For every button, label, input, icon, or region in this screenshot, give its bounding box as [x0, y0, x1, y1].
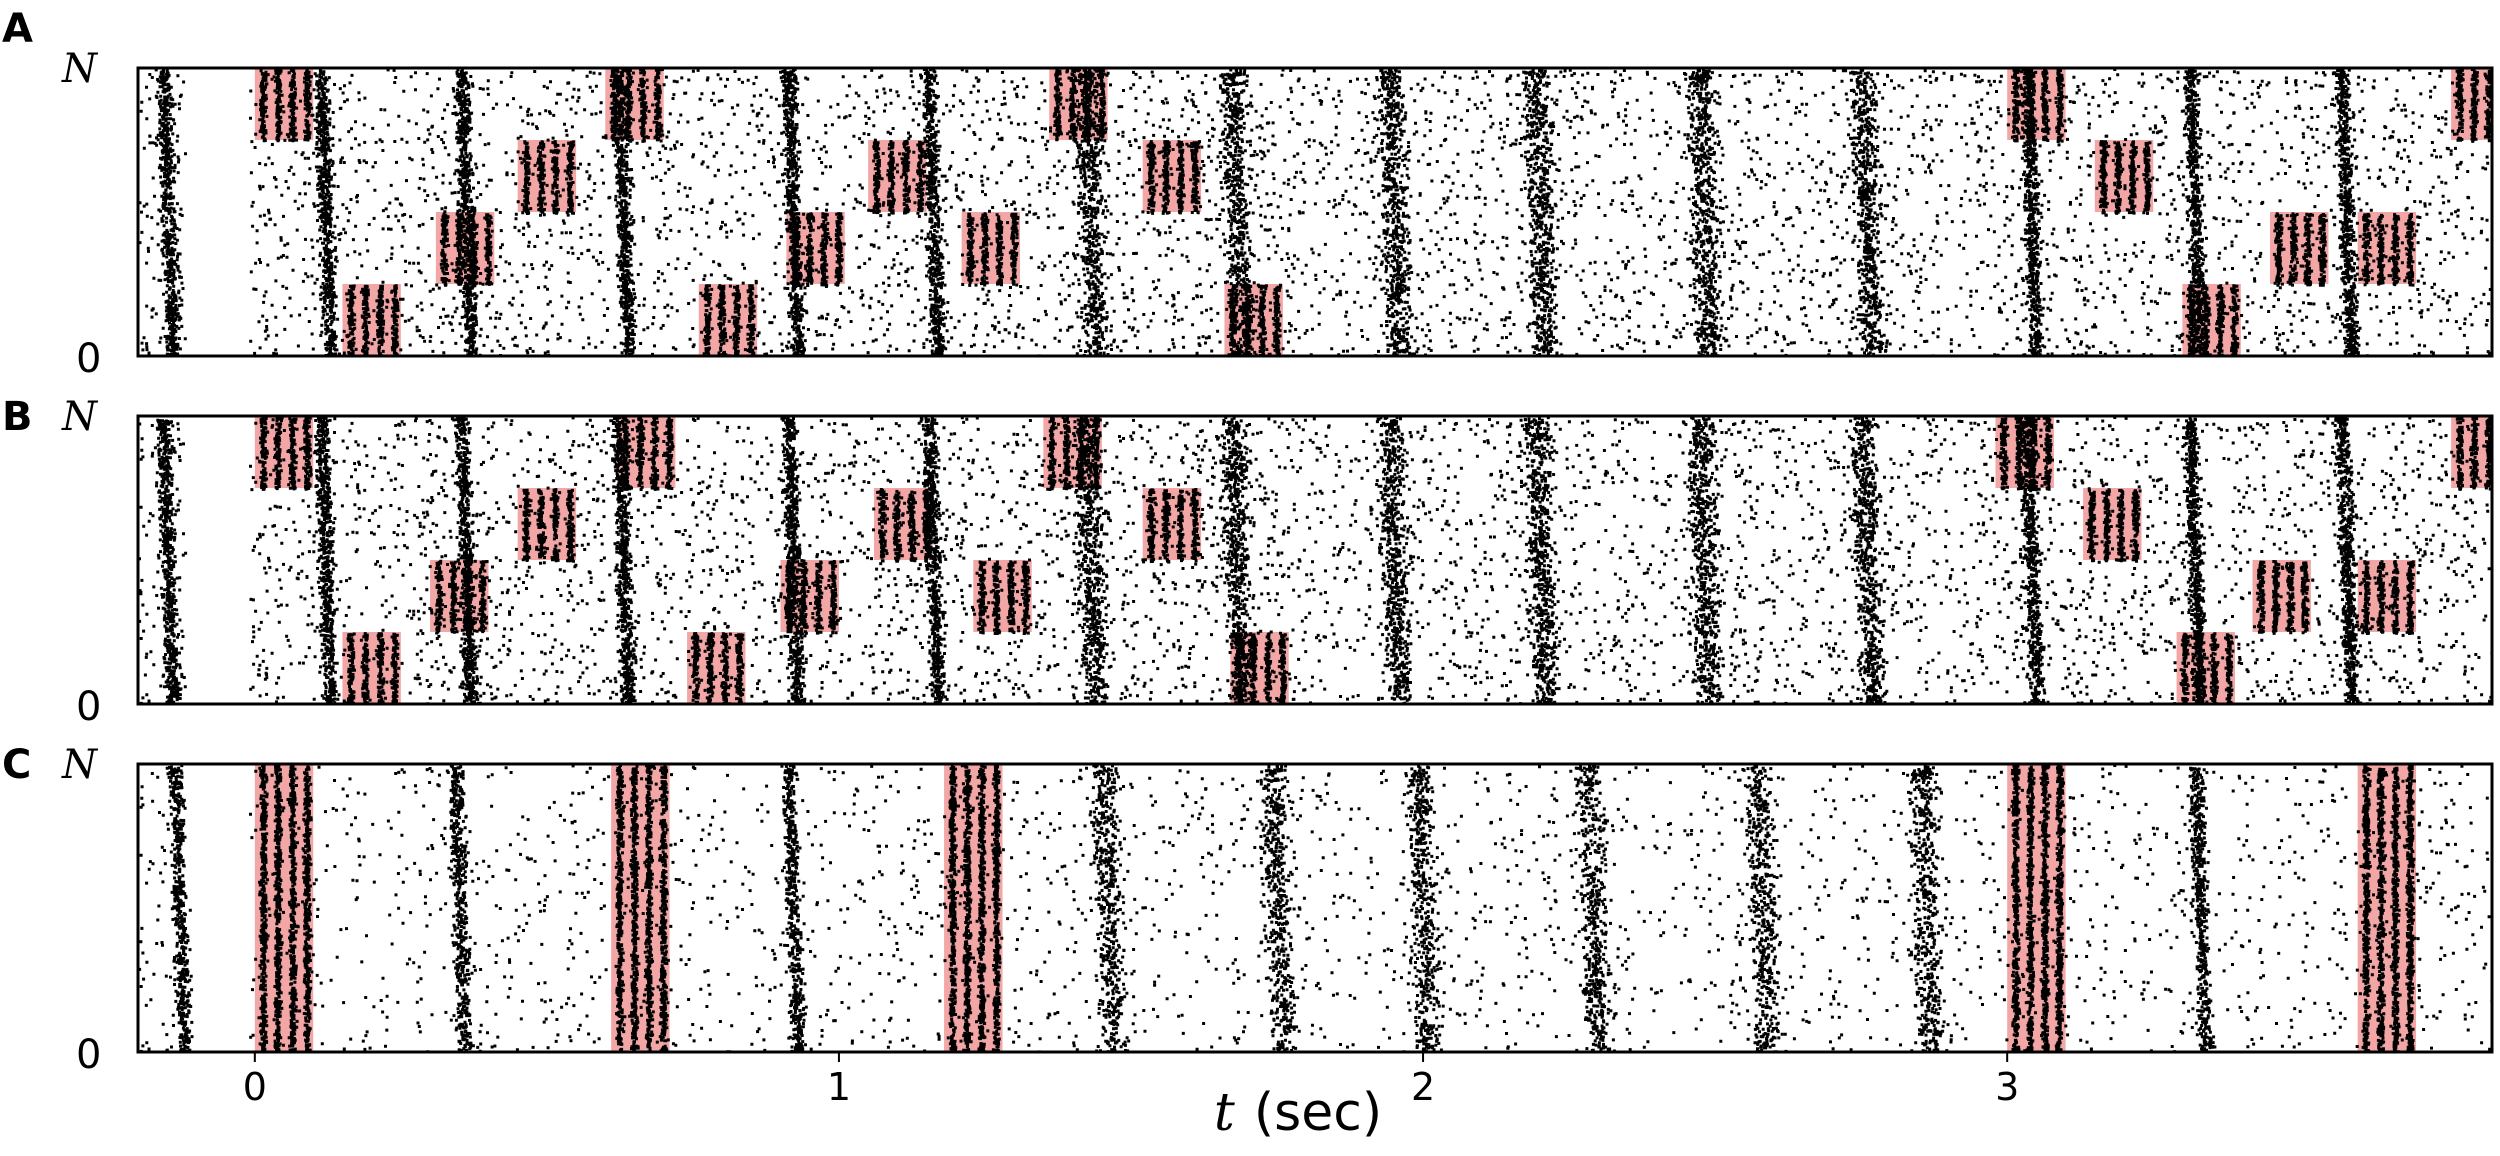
panel-c-spike-raster: [138, 764, 2494, 1055]
panel-a-ytick-top: N: [61, 46, 99, 92]
panel-c-ytick-bottom: 0: [76, 1032, 101, 1078]
panel-a-plot-area: [139, 68, 2500, 359]
panel-b: B N 0: [2, 394, 2500, 730]
panel-b-spike-raster: [138, 416, 2500, 707]
x-axis-label-unit: (sec): [1254, 1083, 1382, 1143]
panel-b-letter: B: [2, 394, 33, 440]
x-tick-label: 1: [827, 1065, 851, 1109]
x-axis-label-variable: t: [1214, 1083, 1235, 1143]
x-tick-label: 0: [243, 1065, 267, 1109]
panel-c: C N 0: [2, 742, 2494, 1078]
panel-c-ytick-top: N: [61, 742, 99, 788]
panel-a-ytick-bottom: 0: [76, 336, 101, 382]
x-tick-label: 3: [1995, 1065, 2019, 1109]
panel-b-ytick-bottom: 0: [76, 684, 101, 730]
panel-b-plot-area: [138, 416, 2500, 707]
panel-a-letter: A: [2, 6, 33, 52]
panel-a: A N 0: [2, 6, 2500, 382]
panel-c-plot-area: [138, 764, 2494, 1055]
x-tick-label: 2: [1411, 1065, 1435, 1109]
panel-b-ytick-top: N: [61, 394, 99, 440]
x-axis: 0 1 2 3: [243, 1052, 2020, 1109]
x-axis-label: t (sec): [1214, 1083, 1382, 1143]
panel-c-letter: C: [2, 742, 31, 788]
